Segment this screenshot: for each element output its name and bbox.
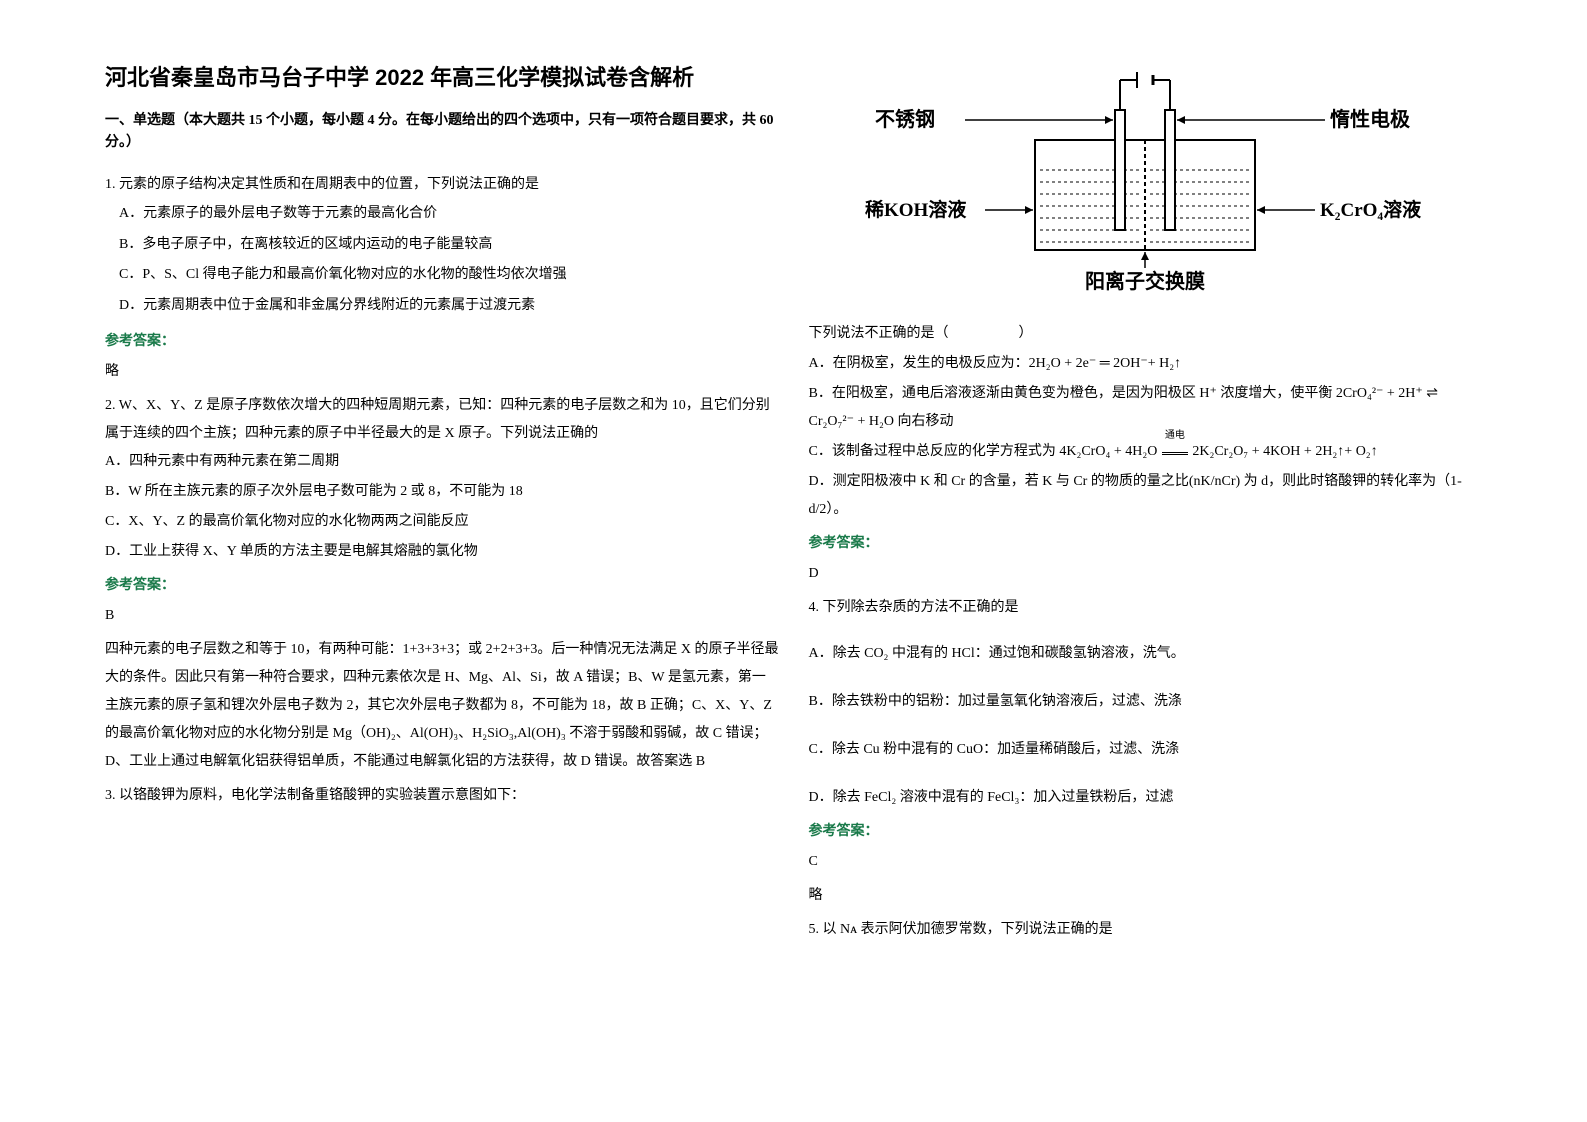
section-header: 一、单选题（本大题共 15 个小题，每小题 4 分。在每小题给出的四个选项中，只… xyxy=(105,110,779,155)
q4-optC: C．除去 Cu 粉中混有的 CuO：加适量稀硝酸后，过滤、洗涤 xyxy=(809,736,1483,764)
label-membrane: 阳离子交换膜 xyxy=(1085,269,1205,293)
q2-optB: B．W 所在主族元素的原子次外层电子数可能为 2 或 8，不可能为 18 xyxy=(105,478,779,506)
q2-optD: D．工业上获得 X、Y 单质的方法主要是电解其熔融的氯化物 xyxy=(105,538,779,566)
q3-optC: C．该制备过程中总反应的化学方程式为 4K₂CrO₄ + 4H₂O 通电 2K₂… xyxy=(809,438,1483,466)
q3-optC-suffix: 2K₂Cr₂O₇ + 4KOH + 2H₂↑+ O₂↑ xyxy=(1189,444,1378,459)
right-column: 不锈钢 惰性电极 稀KOH溶液 K₂CrO₄溶液 阳离子交换膜 下列说法不正确的… xyxy=(794,60,1498,1062)
q2-explanation: 四种元素的电子层数之和等于 10，有两种可能：1+3+3+3；或 2+2+3+3… xyxy=(105,636,779,776)
q2-optA: A．四种元素中有两种元素在第二周期 xyxy=(105,448,779,476)
q3-optA: A．在阴极室，发生的电极反应为：2H₂O + 2e⁻ ═ 2OH⁻+ H₂↑ xyxy=(809,350,1483,378)
q3-post-diagram: 下列说法不正确的是（ ） xyxy=(809,320,1483,348)
q4-optB: B．除去铁粉中的铝粉：加过量氢氧化钠溶液后，过滤、洗涤 xyxy=(809,688,1483,716)
diagram-svg: 不锈钢 惰性电极 稀KOH溶液 K₂CrO₄溶液 阳离子交换膜 xyxy=(865,70,1425,300)
left-column: 河北省秦皇岛市马台子中学 2022 年高三化学模拟试卷含解析 一、单选题（本大题… xyxy=(90,60,794,1062)
q3-stem: 3. 以铬酸钾为原料，电化学法制备重铬酸钾的实验装置示意图如下： xyxy=(105,782,779,810)
q3-answer: D xyxy=(809,560,1483,588)
equals-condition: 通电 xyxy=(1161,426,1189,446)
q1-optC: C．P、S、Cl 得电子能力和最高价氧化物对应的水化物的酸性均依次增强 xyxy=(105,260,779,291)
q2-answer-label: 参考答案： xyxy=(105,574,779,594)
q2-stem: 2. W、X、Y、Z 是原子序数依次增大的四种短周期元素，已知：四种元素的电子层… xyxy=(105,392,779,448)
q4-optA: A．除去 CO₂ 中混有的 HCl：通过饱和碳酸氢钠溶液，洗气。 xyxy=(809,640,1483,668)
q5-stem: 5. 以 Nᴀ 表示阿伏加德罗常数，下列说法正确的是 xyxy=(809,916,1483,944)
q4-answer: C xyxy=(809,848,1483,876)
q3-answer-label: 参考答案： xyxy=(809,532,1483,552)
label-steel: 不锈钢 xyxy=(875,108,935,131)
q3-optC-prefix: C．该制备过程中总反应的化学方程式为 4K₂CrO₄ + 4H₂O xyxy=(809,444,1161,459)
label-koh: 稀KOH溶液 xyxy=(865,198,967,221)
q1-optA: A．元素原子的最外层电子数等于元素的最高化合价 xyxy=(105,199,779,230)
q1-optD: D．元素周期表中位于金属和非金属分界线附近的元素属于过渡元素 xyxy=(105,291,779,322)
q2-optC: C．X、Y、Z 的最高价氧化物对应的水化物两两之间能反应 xyxy=(105,508,779,536)
q4-brief: 略 xyxy=(809,882,1483,910)
q3-optB: B．在阳极室，通电后溶液逐渐由黄色变为橙色，是因为阳极区 H⁺ 浓度增大，使平衡… xyxy=(809,380,1483,436)
q4-optD: D．除去 FeCl₂ 溶液中混有的 FeCl₃：加入过量铁粉后，过滤 xyxy=(809,784,1483,812)
q1-answer-label: 参考答案： xyxy=(105,330,779,350)
label-inert-electrode: 惰性电极 xyxy=(1330,107,1411,131)
q4-stem: 4. 下列除去杂质的方法不正确的是 xyxy=(809,594,1483,622)
q1-stem: 1. 元素的原子结构决定其性质和在周期表中的位置，下列说法正确的是 xyxy=(105,171,779,199)
q1-optB: B．多电子原子中，在离核较近的区域内运动的电子能量较高 xyxy=(105,230,779,261)
label-k2cro4: K₂CrO₄溶液 xyxy=(1320,198,1422,221)
electrolysis-diagram: 不锈钢 惰性电极 稀KOH溶液 K₂CrO₄溶液 阳离子交换膜 xyxy=(809,70,1483,300)
q2-answer: B xyxy=(105,602,779,630)
q4-answer-label: 参考答案： xyxy=(809,820,1483,840)
page-title: 河北省秦皇岛市马台子中学 2022 年高三化学模拟试卷含解析 xyxy=(105,60,779,92)
q3-optD: D．测定阳极液中 K 和 Cr 的含量，若 K 与 Cr 的物质的量之比(nK/… xyxy=(809,468,1483,524)
q1-answer: 略 xyxy=(105,358,779,386)
